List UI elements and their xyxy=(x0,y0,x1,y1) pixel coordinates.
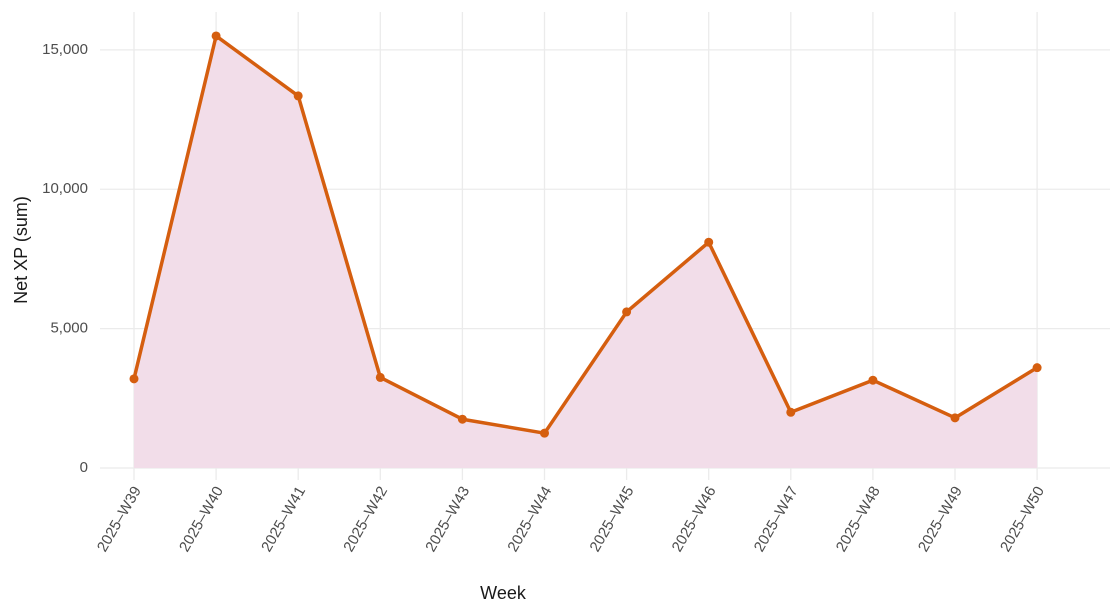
x-tick-label: 2025–W45 xyxy=(586,483,637,554)
y-tick-label: 15,000 xyxy=(42,41,88,58)
x-tick-label: 2025–W46 xyxy=(669,483,720,554)
x-tick-label: 2025–W44 xyxy=(504,483,555,554)
point xyxy=(786,407,796,417)
y-tick-label: 0 xyxy=(80,459,88,476)
y-axis-title: Net XP (sum) xyxy=(11,196,31,304)
x-tick-label: 2025–W43 xyxy=(422,483,473,554)
point xyxy=(129,374,139,384)
point xyxy=(1032,363,1042,373)
area xyxy=(134,35,1038,469)
y-tick-label: 5,000 xyxy=(50,320,88,337)
y-tick-label: 10,000 xyxy=(42,180,88,197)
point xyxy=(704,237,714,247)
point xyxy=(622,307,632,317)
x-tick-label: 2025–W48 xyxy=(833,483,884,554)
point xyxy=(211,31,221,41)
point xyxy=(950,413,960,423)
x-tick-label: 2025–W41 xyxy=(258,483,309,554)
line xyxy=(132,34,1039,435)
x-tick-label: 2025–W40 xyxy=(176,483,227,554)
point xyxy=(457,414,467,424)
x-axis-title: Week xyxy=(480,583,527,603)
x-tick-label: 2025–W47 xyxy=(751,483,802,554)
x-tick-label: 2025–W49 xyxy=(915,483,966,554)
point xyxy=(375,372,385,382)
point xyxy=(868,375,878,385)
x-tick-label: 2025–W39 xyxy=(94,483,145,554)
x-tick-label: 2025–W42 xyxy=(340,483,391,554)
x-tick-label: 2025–W50 xyxy=(997,483,1048,554)
point xyxy=(293,91,303,101)
point xyxy=(540,428,549,438)
